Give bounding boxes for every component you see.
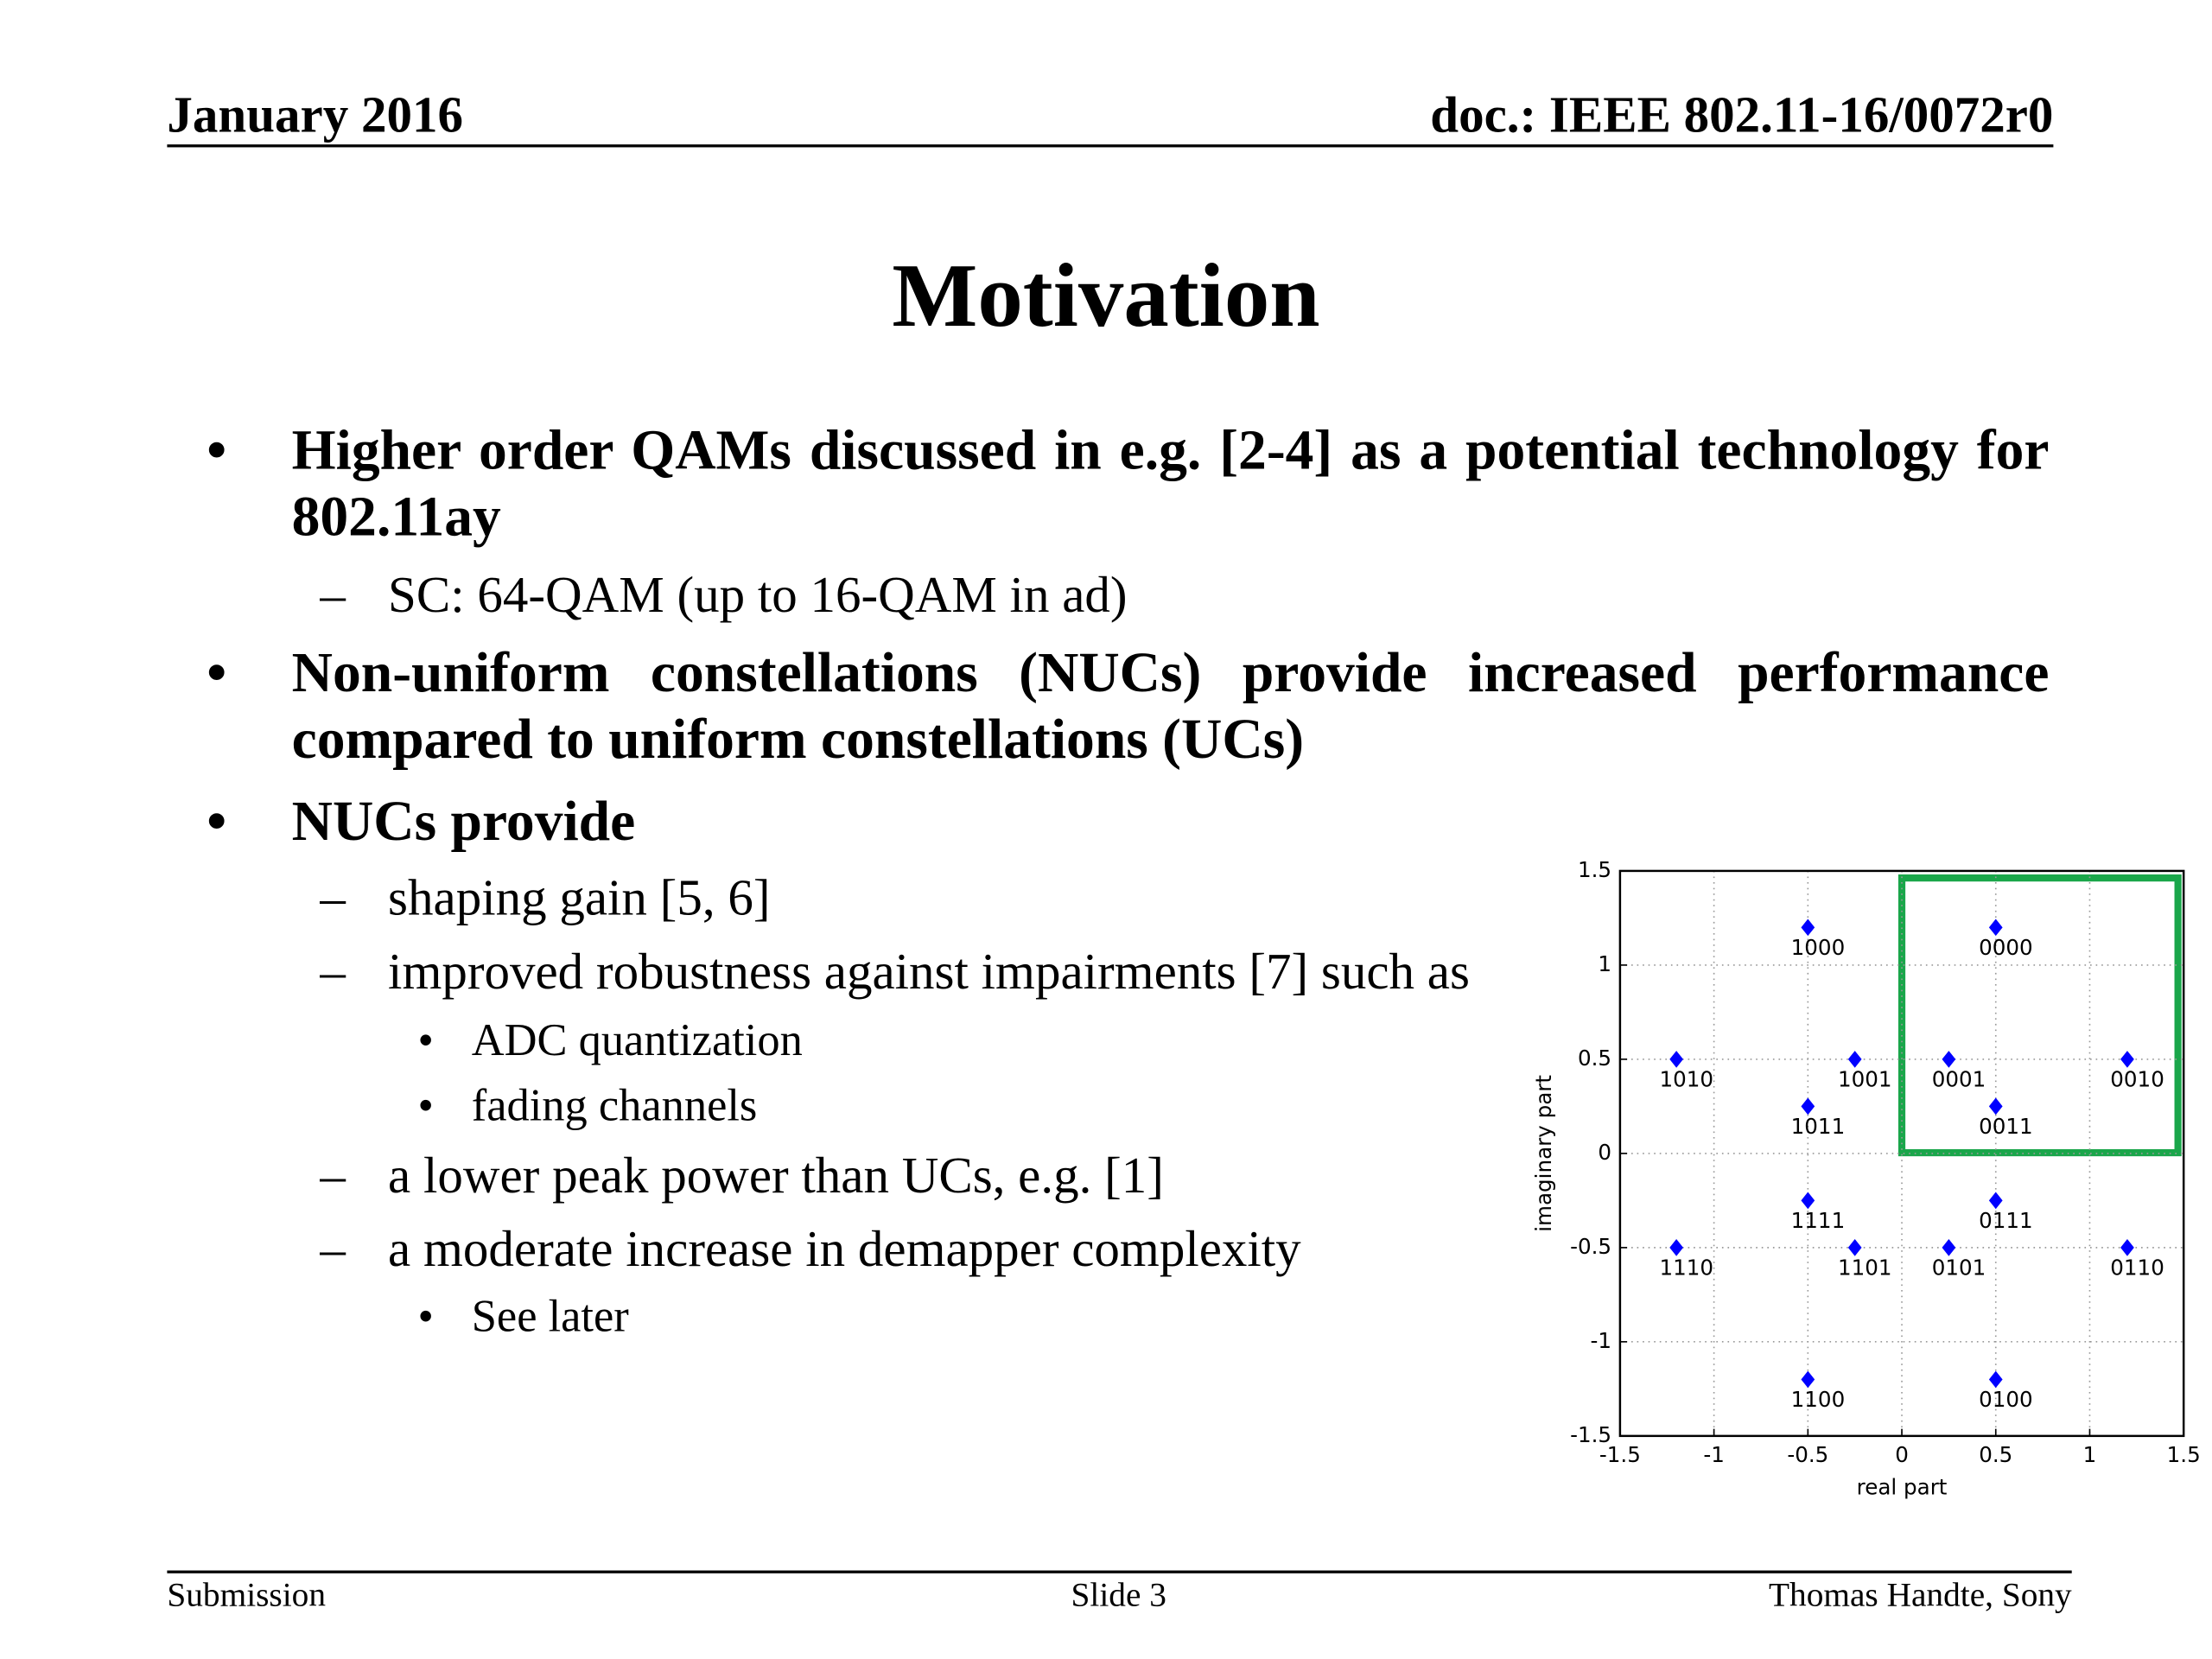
point-label: 1110	[1659, 1255, 1713, 1280]
point-label: 0101	[1932, 1255, 1986, 1280]
point-label: 1000	[1791, 935, 1846, 960]
point-label: 1101	[1838, 1255, 1892, 1280]
footer-left: Submission	[167, 1577, 326, 1615]
footer-right: Thomas Handte, Sony	[1769, 1577, 2072, 1615]
bullet-level-2: shaping gain [5, 6]	[320, 867, 770, 929]
bullet-level-1: NUCs provide	[207, 787, 2050, 854]
point	[1847, 1051, 1862, 1068]
bullet-level-2: a lower peak power than UCs, e.g. [1]	[320, 1144, 1163, 1206]
point	[1988, 1192, 2003, 1210]
point	[1801, 1097, 1815, 1116]
header-rule	[167, 144, 2054, 148]
point-label: 1100	[1791, 1387, 1846, 1412]
bullet-level-2: SC: 64-QAM (up to 16-QAM in ad)	[320, 563, 1127, 626]
point-label: 0110	[2110, 1255, 2164, 1280]
plot-frame	[1618, 869, 2185, 1438]
bullet-level-1: Higher order QAMs discussed in e.g. [2-4…	[207, 416, 2049, 550]
y-tick-label: 0	[1598, 1140, 1611, 1165]
y-axis-label: imaginary part	[1531, 1075, 1556, 1232]
x-axis-label: real part	[1857, 1474, 1948, 1499]
x-tick-label: 0	[1895, 1442, 1909, 1467]
point	[1988, 1097, 2003, 1116]
y-tick-label: -0.5	[1570, 1234, 1611, 1259]
footer-rule	[167, 1570, 2072, 1573]
point-label: 0001	[1932, 1066, 1986, 1091]
point	[1942, 1239, 1956, 1256]
bullet-level-3: fading channels	[418, 1077, 758, 1134]
point-label: 0011	[1979, 1114, 2033, 1139]
point	[1988, 1370, 2003, 1389]
x-tick-label: 1	[2083, 1442, 2097, 1467]
header-date: January 2016	[167, 86, 463, 143]
y-tick-label: -1.5	[1570, 1422, 1611, 1447]
y-tick-label: 1	[1598, 951, 1611, 976]
point	[1669, 1051, 1683, 1068]
point	[1847, 1239, 1862, 1256]
slide-title: Motivation	[892, 245, 1320, 346]
point-label: 0000	[1979, 935, 2033, 960]
x-tick-label: -1.5	[1599, 1442, 1641, 1467]
point	[1801, 918, 1815, 937]
y-tick-label: 0.5	[1578, 1046, 1611, 1071]
header-doc: doc.: IEEE 802.11-16/0072r0	[1430, 86, 2054, 143]
point	[1801, 1192, 1815, 1210]
point-label: 1011	[1791, 1114, 1846, 1139]
x-tick-label: 0.5	[1979, 1442, 2012, 1467]
bullet-level-3: See later	[417, 1287, 628, 1344]
highlight-box	[1897, 874, 2182, 1157]
bullet-level-2: improved robustness against impairments …	[320, 940, 1470, 1002]
point-label: 1001	[1838, 1066, 1892, 1091]
point	[1942, 1051, 1956, 1068]
x-tick-label: 1.5	[2167, 1442, 2201, 1467]
point-label: 1111	[1791, 1208, 1846, 1233]
point	[2120, 1239, 2134, 1256]
point-label: 1010	[1659, 1066, 1713, 1091]
point-label: 0010	[2110, 1066, 2164, 1091]
point-label: 0111	[1979, 1208, 2033, 1233]
x-tick-label: -1	[1703, 1442, 1725, 1467]
point-label: 0100	[1979, 1387, 2033, 1412]
y-tick-label: 1.5	[1578, 857, 1611, 882]
point	[1801, 1370, 1815, 1389]
x-tick-label: -0.5	[1787, 1442, 1828, 1467]
footer-center: Slide 3	[1071, 1577, 1166, 1615]
bullet-level-3: ADC quantization	[418, 1011, 803, 1068]
point	[1669, 1239, 1683, 1256]
point	[1988, 918, 2003, 937]
bullet-level-1: Non-uniform constellations (NUCs) provid…	[207, 639, 2049, 772]
point	[2120, 1051, 2134, 1068]
y-tick-label: -1	[1591, 1328, 1612, 1353]
bullet-level-2: a moderate increase in demapper complexi…	[320, 1217, 1300, 1280]
